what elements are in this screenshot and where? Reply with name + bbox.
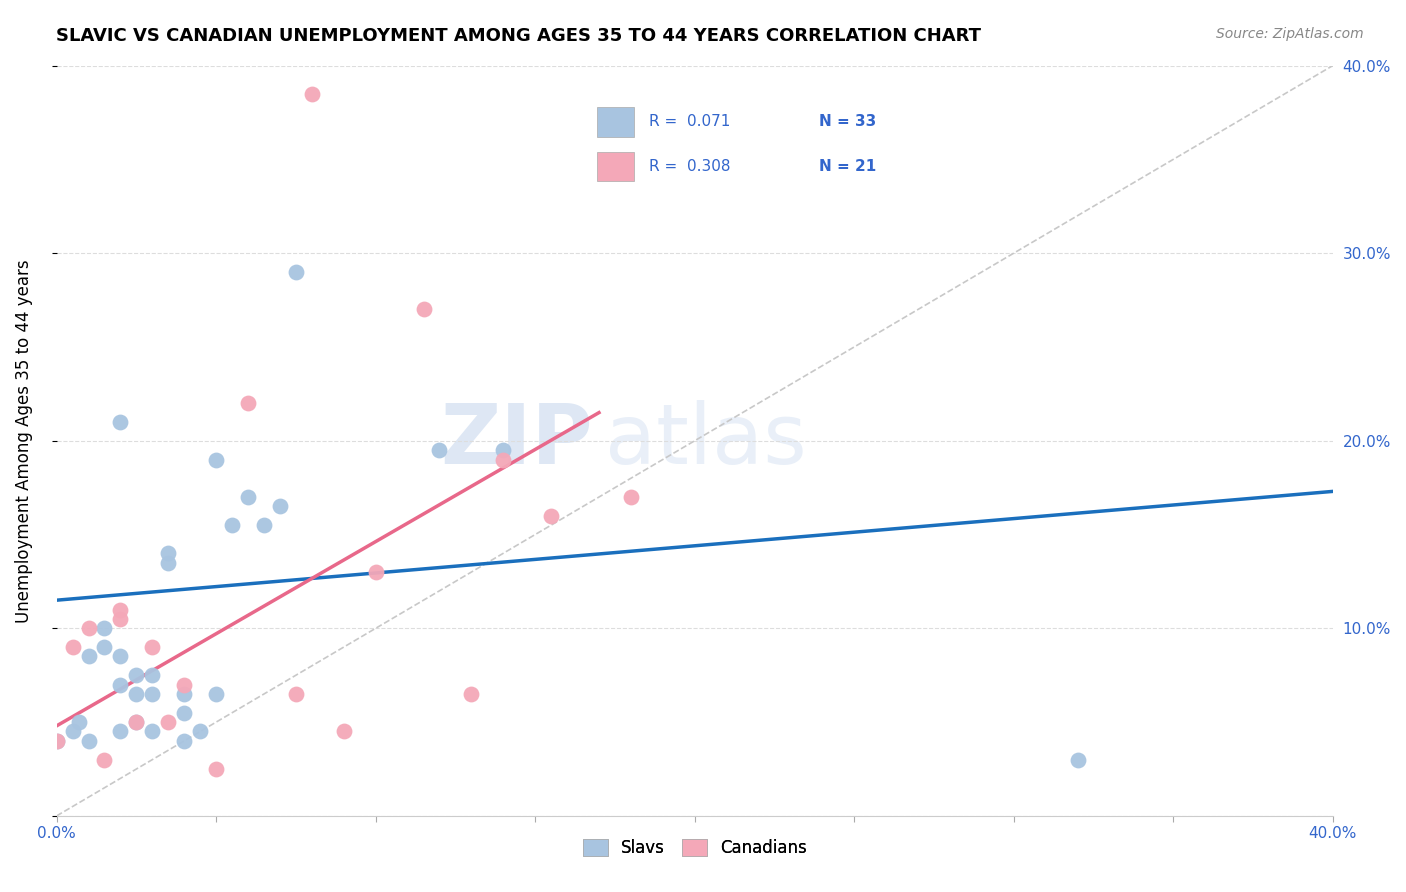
- Point: [62, 724, 84, 739]
- Point: [125, 687, 148, 701]
- Point: [93, 621, 115, 635]
- Point: [173, 734, 195, 748]
- Point: [173, 706, 195, 720]
- Point: [460, 687, 482, 701]
- Point: [157, 715, 180, 730]
- Point: [284, 687, 307, 701]
- Point: [269, 500, 291, 514]
- Point: [157, 546, 180, 560]
- Point: [110, 602, 132, 616]
- Point: [45, 734, 67, 748]
- Point: [284, 265, 307, 279]
- Point: [110, 677, 132, 691]
- Point: [77, 621, 100, 635]
- Point: [125, 715, 148, 730]
- Point: [492, 443, 515, 458]
- Text: atlas: atlas: [606, 401, 807, 482]
- Point: [364, 565, 387, 579]
- Point: [93, 640, 115, 654]
- Legend: Slavs, Canadians: Slavs, Canadians: [576, 832, 813, 863]
- Point: [141, 668, 163, 682]
- Point: [110, 612, 132, 626]
- Point: [141, 724, 163, 739]
- Point: [205, 687, 228, 701]
- Point: [492, 452, 515, 467]
- Point: [110, 415, 132, 429]
- Point: [157, 556, 180, 570]
- Point: [77, 649, 100, 664]
- Point: [540, 508, 562, 523]
- Point: [205, 452, 228, 467]
- Point: [125, 715, 148, 730]
- Text: ZIP: ZIP: [440, 401, 592, 482]
- Point: [412, 302, 434, 317]
- Point: [221, 518, 243, 533]
- Point: [253, 518, 276, 533]
- Point: [67, 715, 90, 730]
- Point: [301, 87, 323, 101]
- Point: [236, 490, 259, 504]
- Point: [332, 724, 354, 739]
- Point: [110, 649, 132, 664]
- Point: [77, 734, 100, 748]
- Text: Source: ZipAtlas.com: Source: ZipAtlas.com: [1216, 27, 1364, 41]
- Point: [45, 734, 67, 748]
- Point: [429, 443, 451, 458]
- Point: [236, 396, 259, 410]
- Point: [141, 640, 163, 654]
- Point: [173, 677, 195, 691]
- Text: SLAVIC VS CANADIAN UNEMPLOYMENT AMONG AGES 35 TO 44 YEARS CORRELATION CHART: SLAVIC VS CANADIAN UNEMPLOYMENT AMONG AG…: [56, 27, 981, 45]
- Point: [173, 687, 195, 701]
- Point: [62, 640, 84, 654]
- Point: [620, 490, 643, 504]
- Point: [1066, 753, 1088, 767]
- Point: [188, 724, 211, 739]
- Point: [125, 668, 148, 682]
- Point: [141, 687, 163, 701]
- Point: [110, 724, 132, 739]
- Point: [93, 753, 115, 767]
- Point: [205, 762, 228, 776]
- Y-axis label: Unemployment Among Ages 35 to 44 years: Unemployment Among Ages 35 to 44 years: [15, 259, 32, 623]
